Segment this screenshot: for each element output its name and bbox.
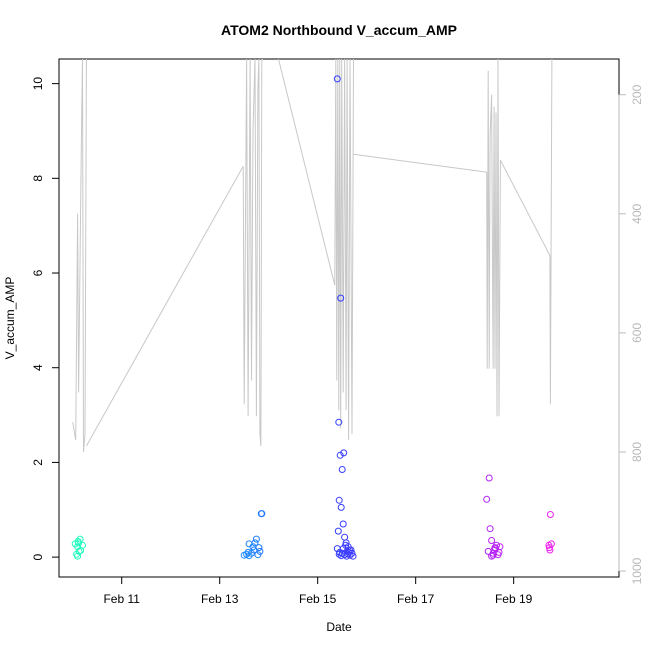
data-point (258, 510, 266, 518)
right-tick-label: 400 (630, 203, 644, 223)
data-point (79, 541, 86, 549)
y-tick-label: 6 (31, 269, 45, 276)
data-point (545, 544, 553, 552)
line-segment (334, 59, 354, 441)
x-tick-label: Feb 13 (201, 592, 239, 606)
chart-title: ATOM2 Northbound V_accum_AMP (221, 22, 457, 38)
data-point (337, 294, 345, 302)
y-tick-label: 2 (31, 459, 45, 466)
data-point (335, 496, 343, 504)
x-axis: Feb 11 Feb 13 Feb 15 Feb 17 Feb 19 (103, 576, 533, 606)
data-point (74, 552, 82, 560)
data-point (485, 474, 493, 482)
data-point (483, 495, 491, 503)
right-tick-label: 600 (630, 323, 644, 343)
line-segment (486, 59, 501, 417)
x-tick-label: Feb 11 (103, 592, 140, 606)
data-point (488, 537, 496, 544)
x-tick-label: Feb 17 (397, 592, 435, 606)
data-point (255, 544, 263, 552)
data-point (493, 541, 500, 549)
data-point (334, 527, 342, 535)
data-point (336, 451, 344, 459)
data-point (337, 503, 345, 511)
line-segment (72, 59, 87, 453)
data-point (488, 552, 496, 560)
data-point (496, 543, 504, 551)
data-point (489, 551, 497, 559)
data-point (254, 551, 262, 559)
right-tick-label: 200 (630, 84, 644, 104)
data-point (245, 552, 253, 560)
data-point (348, 549, 356, 557)
right-tick-label: 800 (630, 442, 644, 462)
data-point (339, 520, 347, 528)
line-segment (549, 59, 553, 405)
line-segment (353, 153, 487, 173)
y-axis: 0 2 4 6 8 10 (31, 77, 60, 560)
data-point (249, 543, 257, 551)
data-point (486, 525, 494, 533)
x-tick-label: Feb 15 (299, 592, 337, 606)
y-axis-label: V_accum_AMP (3, 277, 17, 360)
line-segment (85, 165, 244, 447)
secondary-line-layer (72, 59, 553, 453)
y-tick-label: 0 (31, 553, 45, 560)
line-segment (499, 159, 551, 256)
data-point (252, 535, 260, 543)
data-point (333, 75, 341, 83)
data-point (546, 511, 554, 518)
y-tick-label: 8 (31, 175, 45, 182)
data-point (338, 466, 346, 473)
data-point (74, 538, 82, 545)
x-axis-label: Date (326, 620, 352, 634)
y-axis-right: 200 400 600 800 1000 (618, 84, 644, 584)
points-layer (71, 75, 555, 560)
data-point (492, 545, 499, 553)
data-point (342, 541, 350, 549)
data-point (340, 449, 348, 457)
line-segment (242, 59, 263, 447)
x-tick-label: Feb 19 (495, 592, 533, 606)
line-segment (278, 59, 336, 286)
data-point (341, 533, 349, 541)
y-tick-label: 10 (31, 77, 45, 91)
data-point (337, 552, 345, 560)
right-tick-label: 1000 (630, 557, 644, 584)
data-point (335, 550, 343, 558)
data-point (547, 540, 555, 548)
data-point (344, 550, 352, 558)
data-point (244, 548, 252, 556)
y-tick-label: 4 (31, 364, 45, 371)
data-point (335, 418, 343, 426)
